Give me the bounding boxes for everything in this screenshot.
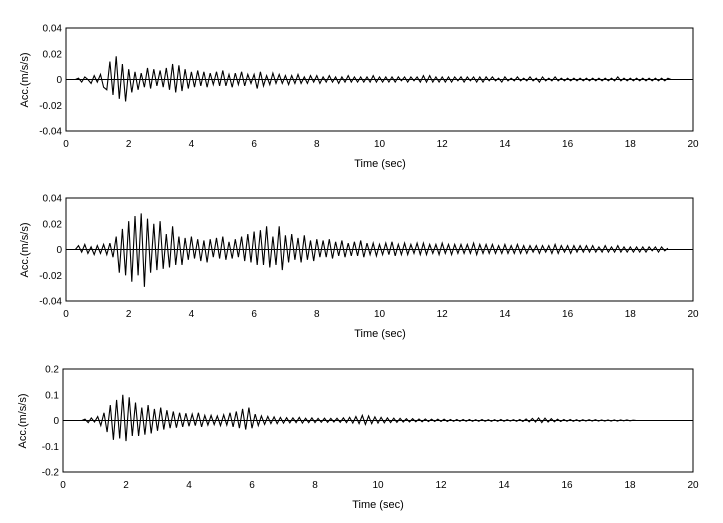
x-tick-label: 10 bbox=[374, 309, 386, 320]
y-tick-label: -0.1 bbox=[42, 442, 60, 453]
x-tick-label: 10 bbox=[372, 480, 384, 491]
x-tick-labels: 0 2 4 6 8 10 12 14 16 18 20 bbox=[63, 139, 699, 150]
x-tick-label: 14 bbox=[498, 480, 510, 491]
y-tick-label: 0.04 bbox=[43, 194, 63, 205]
y-tick-label: 0 bbox=[56, 75, 62, 86]
x-tick-label: 0 bbox=[60, 480, 66, 491]
x-axis-label: Time (sec) bbox=[354, 158, 406, 170]
x-tick-label: 8 bbox=[314, 139, 320, 150]
x-tick-label: 2 bbox=[123, 480, 129, 491]
x-tick-label: 8 bbox=[314, 309, 320, 320]
x-tick-label: 0 bbox=[63, 139, 69, 150]
x-tick-label: 4 bbox=[189, 309, 195, 320]
y-tick-label: -0.2 bbox=[42, 468, 60, 479]
x-tick-label: 14 bbox=[499, 139, 511, 150]
y-tick-label: -0.02 bbox=[39, 271, 62, 282]
acceleration-series-line bbox=[81, 394, 637, 442]
x-tick-label: 20 bbox=[687, 139, 699, 150]
x-tick-label: 8 bbox=[312, 480, 318, 491]
chart-1: -0.04 -0.02 0 0.02 0.04 0 2 4 6 8 10 12 14 16 18 20 Ti… bbox=[19, 24, 699, 171]
x-tick-label: 20 bbox=[687, 480, 699, 491]
chart-3: -0.2 -0.1 0 0.1 0.2 0 2 4 6 8 10 12 14 16 18 20 Time (… bbox=[17, 365, 699, 512]
y-axis-label: Acc.(m/s/s) bbox=[19, 223, 31, 278]
y-tick-label: 0.02 bbox=[43, 219, 63, 230]
y-tick-label: 0 bbox=[53, 416, 59, 427]
x-tick-label: 14 bbox=[499, 309, 511, 320]
x-tick-label: 6 bbox=[251, 139, 257, 150]
x-tick-label: 16 bbox=[562, 309, 574, 320]
acceleration-series-line bbox=[75, 56, 672, 102]
y-axis-label: Acc.(m/s/s) bbox=[17, 394, 29, 449]
y-tick-label: 0.04 bbox=[43, 24, 63, 35]
x-tick-label: 16 bbox=[562, 139, 574, 150]
chart-2: -0.04 -0.02 0 0.02 0.04 0 2 4 6 8 10 12 14 16 18 20 Ti… bbox=[19, 194, 699, 341]
x-tick-label: 18 bbox=[625, 139, 637, 150]
x-tick-label: 12 bbox=[437, 139, 449, 150]
y-tick-label: 0.1 bbox=[45, 390, 59, 401]
x-tick-labels: 0 2 4 6 8 10 12 14 16 18 20 bbox=[60, 480, 699, 491]
y-tick-label: 0.2 bbox=[45, 365, 59, 376]
y-tick-label: -0.04 bbox=[39, 127, 62, 138]
y-tick-label: -0.02 bbox=[39, 101, 62, 112]
x-tick-label: 18 bbox=[625, 309, 637, 320]
x-tick-label: 18 bbox=[624, 480, 636, 491]
x-tick-label: 6 bbox=[251, 309, 257, 320]
x-tick-label: 2 bbox=[126, 309, 132, 320]
x-tick-label: 20 bbox=[687, 309, 699, 320]
x-tick-label: 4 bbox=[186, 480, 192, 491]
x-tick-label: 2 bbox=[126, 139, 132, 150]
y-tick-labels: -0.04 -0.02 0 0.02 0.04 bbox=[39, 24, 62, 138]
x-tick-label: 12 bbox=[435, 480, 447, 491]
x-tick-label: 12 bbox=[437, 309, 449, 320]
x-tick-label: 6 bbox=[249, 480, 255, 491]
x-axis-label: Time (sec) bbox=[354, 328, 406, 340]
y-tick-label: 0 bbox=[56, 245, 62, 256]
x-tick-label: 16 bbox=[561, 480, 573, 491]
x-tick-labels: 0 2 4 6 8 10 12 14 16 18 20 bbox=[63, 309, 699, 320]
x-tick-label: 4 bbox=[189, 139, 195, 150]
x-tick-label: 10 bbox=[374, 139, 386, 150]
y-tick-labels: -0.2 -0.1 0 0.1 0.2 bbox=[42, 365, 60, 479]
y-tick-labels: -0.04 -0.02 0 0.02 0.04 bbox=[39, 194, 62, 308]
x-axis-label: Time (sec) bbox=[352, 499, 404, 511]
y-tick-label: 0.02 bbox=[43, 49, 63, 60]
y-axis-label: Acc.(m/s/s) bbox=[19, 53, 31, 108]
acceleration-series-line bbox=[74, 213, 669, 287]
y-tick-label: -0.04 bbox=[39, 297, 62, 308]
x-tick-label: 0 bbox=[63, 309, 69, 320]
